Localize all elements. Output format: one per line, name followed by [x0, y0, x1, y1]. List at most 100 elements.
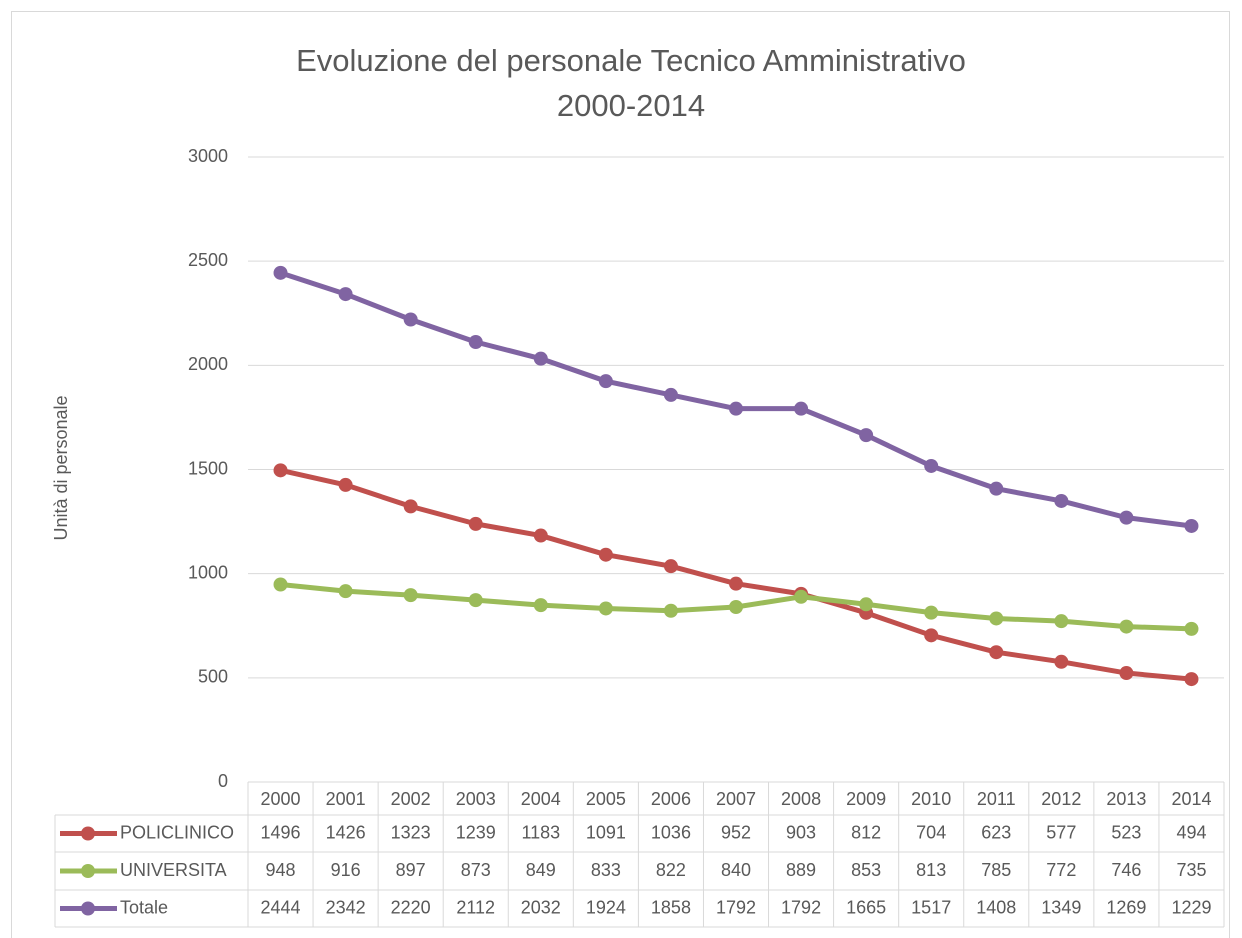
data-point [338, 287, 353, 302]
table-value: 1924 [586, 897, 626, 917]
table-value: 523 [1111, 822, 1141, 842]
x-tick-label: 2014 [1171, 789, 1211, 809]
y-tick-label: 0 [218, 771, 228, 791]
table-value: 746 [1111, 860, 1141, 880]
table-value: 813 [916, 860, 946, 880]
legend-label: Totale [120, 897, 168, 917]
table-value: 735 [1176, 860, 1206, 880]
data-point [924, 605, 939, 620]
table-value: 897 [396, 860, 426, 880]
x-tick-label: 2007 [716, 789, 756, 809]
x-tick-label: 2013 [1106, 789, 1146, 809]
data-point [533, 351, 548, 366]
data-point [468, 335, 483, 349]
x-tick-label: 2008 [781, 789, 821, 809]
data-point [989, 645, 1004, 660]
data-point [729, 576, 743, 591]
data-point [794, 401, 809, 416]
series-line [279, 270, 1192, 529]
data-point [663, 603, 678, 618]
data-point [1119, 666, 1134, 681]
table-value: 1665 [846, 897, 886, 917]
table-value: 1239 [456, 822, 496, 842]
data-point [598, 547, 613, 562]
table-value: 889 [786, 860, 816, 880]
data-point [729, 401, 743, 416]
data-point [859, 428, 874, 443]
table-value: 772 [1046, 860, 1076, 880]
table-value: 952 [721, 822, 751, 842]
table-value: 2112 [456, 897, 495, 917]
data-point [1054, 493, 1069, 508]
table-value: 2342 [326, 897, 366, 917]
data-point [924, 458, 939, 473]
data-point [663, 559, 678, 574]
y-tick-label: 2000 [188, 354, 228, 374]
table-value: 2220 [391, 897, 431, 917]
x-tick-label: 2006 [651, 789, 691, 809]
legend-label: UNIVERSITA [120, 860, 227, 880]
table-value: 822 [656, 860, 686, 880]
y-tick-label: 500 [198, 667, 228, 687]
table-value: 1858 [651, 897, 691, 917]
data-point [859, 597, 874, 612]
table-value: 2444 [261, 897, 301, 917]
chart-frame [11, 11, 1230, 938]
data-point [924, 628, 939, 643]
y-tick-label: 1000 [188, 562, 228, 582]
data-point [1054, 654, 1069, 669]
table-value: 1229 [1171, 897, 1211, 917]
table-value: 1792 [716, 897, 756, 917]
data-point [794, 589, 809, 604]
y-tick-label: 3000 [188, 146, 228, 166]
y-axis-title: Unità di personale [51, 395, 71, 540]
data-point [468, 593, 483, 608]
table-value: 2032 [521, 897, 561, 917]
data-point [598, 374, 613, 389]
table-value: 1426 [326, 822, 366, 842]
x-tick-label: 2005 [586, 789, 626, 809]
table-value: 623 [981, 822, 1011, 842]
legend-label: POLICLINICO [120, 822, 234, 842]
legend-key-marker [81, 864, 95, 878]
data-point [533, 528, 548, 543]
table-value: 494 [1176, 822, 1206, 842]
table-value: 853 [851, 860, 881, 880]
table-value: 1517 [911, 897, 951, 917]
data-point [989, 481, 1004, 496]
data-point [1119, 619, 1134, 634]
x-tick-label: 2001 [326, 789, 366, 809]
table-value: 1269 [1106, 897, 1146, 917]
data-point [1184, 672, 1199, 687]
data-point [338, 477, 353, 492]
x-tick-label: 2010 [911, 789, 951, 809]
data-point [1119, 510, 1134, 525]
table-value: 1496 [261, 822, 301, 842]
x-tick-label: 2003 [456, 789, 496, 809]
x-tick-label: 2004 [521, 789, 561, 809]
table-value: 948 [266, 860, 296, 880]
data-point [1054, 614, 1069, 629]
data-point [1184, 621, 1199, 636]
table-value: 1091 [586, 822, 626, 842]
table-value: 577 [1046, 822, 1076, 842]
chart-title: Evoluzione del personale Tecnico Amminis… [296, 43, 966, 123]
table-value: 704 [916, 822, 946, 842]
x-tick-label: 2009 [846, 789, 886, 809]
data-point [403, 312, 418, 327]
table-value: 833 [591, 860, 621, 880]
table-value: 1408 [976, 897, 1016, 917]
table-value: 916 [331, 860, 361, 880]
table-value: 849 [526, 860, 556, 880]
data-point [598, 601, 613, 616]
data-point [468, 516, 483, 531]
y-tick-label: 1500 [188, 458, 228, 478]
data-point [403, 588, 418, 603]
table-value: 873 [461, 860, 491, 880]
table-value: 840 [721, 860, 751, 880]
data-point [273, 463, 288, 478]
table-value: 903 [786, 822, 816, 842]
data-point [989, 611, 1004, 626]
